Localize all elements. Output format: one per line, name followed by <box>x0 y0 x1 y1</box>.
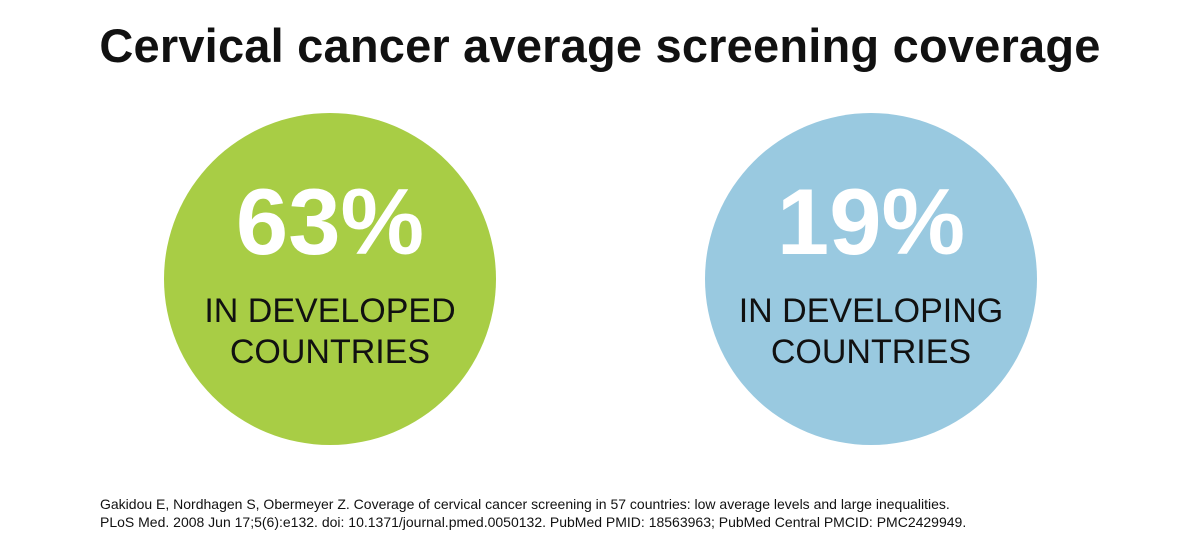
citation-line-2: PLoS Med. 2008 Jun 17;5(6):e132. doi: 10… <box>100 514 967 531</box>
developing-label-line-1: IN DEVELOPING <box>738 292 1004 330</box>
developed-countries-circle: 63% IN DEVELOPED COUNTRIES <box>164 113 496 445</box>
developing-label-line-2: COUNTRIES <box>770 333 972 372</box>
developed-coverage-label: IN DEVELOPED COUNTRIES <box>164 291 496 374</box>
citation: Gakidou E, Nordhagen S, Obermeyer Z. Cov… <box>100 495 1140 531</box>
developing-coverage-label: IN DEVELOPING COUNTRIES <box>705 291 1037 374</box>
developing-coverage-value: 19% <box>776 169 966 274</box>
developed-coverage-value: 63% <box>235 169 425 274</box>
citation-line-1: Gakidou E, Nordhagen S, Obermeyer Z. Cov… <box>100 496 950 512</box>
developed-label-line-1: IN DEVELOPED <box>204 292 456 330</box>
developed-label-line-2: COUNTRIES <box>229 333 431 372</box>
developing-countries-circle: 19% IN DEVELOPING COUNTRIES <box>705 113 1037 445</box>
page-title: Cervical cancer average screening covera… <box>99 19 1101 72</box>
